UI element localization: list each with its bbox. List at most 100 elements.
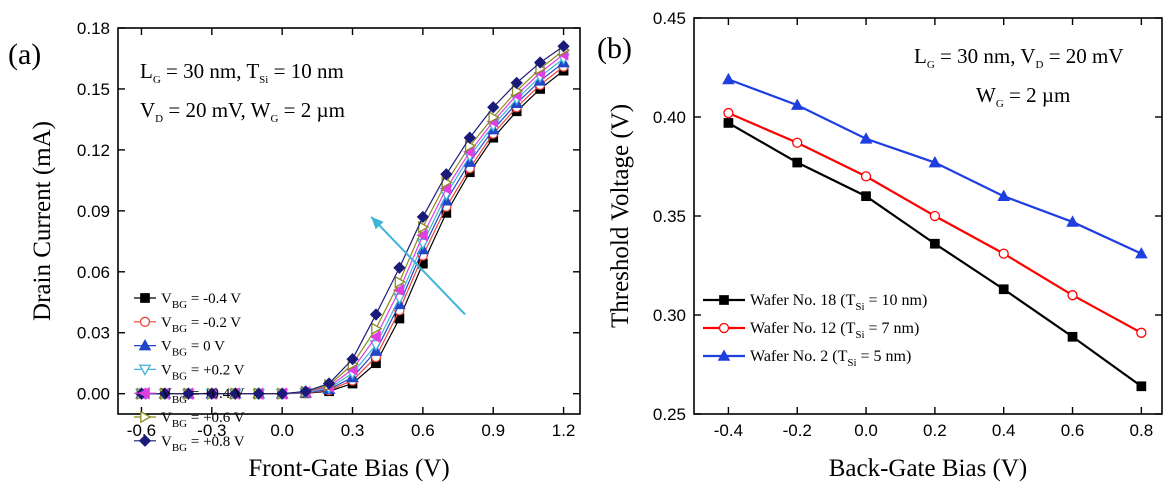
data-point: [998, 284, 1009, 295]
annotation-line-part: = 10 nm: [268, 59, 343, 83]
legend-marker: [140, 293, 150, 303]
x-axis-title: Back-Gate Bias (V): [829, 455, 1028, 482]
legend-label: VBG = 0 V: [161, 339, 225, 359]
data-point: [392, 283, 405, 297]
data-point: [487, 101, 500, 114]
x-tick-label: 0.6: [411, 421, 435, 440]
y-axis-title: Threshold Voltage (V): [607, 104, 634, 328]
x-tick-label: 0.2: [923, 421, 947, 440]
data-point: [534, 56, 547, 69]
series-2: [722, 72, 1148, 259]
series-0: [723, 118, 1147, 392]
legend-label: VBG = +0.8 V: [161, 434, 245, 454]
data-point: [1135, 247, 1148, 259]
data-point: [369, 330, 381, 344]
y-tick-label: 0.06: [77, 263, 110, 282]
annotation-line-part: Si: [259, 74, 268, 86]
legend-marker: [717, 349, 731, 361]
data-point: [790, 98, 804, 110]
series-1: [723, 107, 1147, 338]
data-point: [1136, 381, 1147, 392]
annotation-line-part: V: [140, 98, 155, 122]
legend-label-part: = +0.6 V: [187, 410, 245, 426]
x-tick-label: -0.4: [714, 421, 743, 440]
data-point: [930, 238, 940, 249]
legend-marker: [138, 434, 152, 447]
y-tick-label: 0.12: [77, 141, 110, 160]
x-tick-label: 0.8: [1130, 421, 1154, 440]
data-point: [860, 171, 872, 182]
data-point: [1066, 215, 1079, 227]
y-tick-label: 0.25: [653, 405, 686, 424]
data-point: [252, 387, 265, 400]
data-point: [929, 210, 941, 222]
annotation-line: LG = 30 nm, VD = 20 mV: [914, 44, 1124, 71]
x-tick-label: 0.0: [854, 421, 878, 440]
legend-marker: [138, 364, 152, 376]
legend-label-part: = -0.4 V: [187, 291, 241, 307]
legend-label-part: = +0.2 V: [187, 362, 245, 378]
legend-label-part: Si: [847, 357, 856, 369]
data-point: [792, 137, 803, 148]
y-tick-label: 0.35: [653, 207, 686, 226]
legend-marker: [718, 322, 730, 334]
legend-label: Wafer No. 2 (TSi = 5 nm): [750, 348, 911, 369]
annotation-line-part: = 20 mV: [1043, 44, 1123, 68]
legend-label-part: Si: [855, 329, 864, 341]
plot-frame: [117, 27, 581, 415]
legend-label-part: Wafer No. 12 (T: [750, 320, 856, 337]
data-point: [997, 189, 1011, 202]
data-point: [859, 132, 873, 144]
annotation-line-part: = 30 nm, T: [161, 59, 260, 83]
annotation-line-part: = 30 nm, V: [935, 44, 1036, 68]
data-point: [182, 387, 195, 400]
legend-label-part: BG: [172, 347, 187, 359]
data-point: [416, 210, 429, 224]
data-point: [463, 131, 476, 144]
data-point: [322, 377, 336, 390]
trend-arrow-head: [371, 216, 384, 230]
x-tick-label: -0.3: [197, 421, 226, 440]
legend-label: VBG = +0.4 V: [161, 386, 245, 406]
legend-label-part: Wafer No. 18 (T: [750, 292, 856, 309]
legend-marker: [138, 386, 150, 400]
trend-arrow: [370, 216, 466, 316]
data-point: [416, 228, 428, 242]
legend-label-part: BG: [172, 323, 187, 335]
legend-label-part: V: [161, 291, 172, 307]
data-point: [299, 385, 312, 398]
data-point: [394, 275, 406, 289]
data-point: [1136, 327, 1147, 338]
legend-label-part: = 0 V: [187, 339, 225, 355]
data-point: [369, 340, 383, 352]
legend-label-part: V: [161, 339, 172, 355]
legend-label-part: = 10 nm): [865, 292, 928, 309]
legend-label: Wafer No. 18 (TSi = 10 nm): [750, 292, 927, 313]
y-tick-label: 0.40: [653, 108, 686, 127]
annotation-line-part: G: [270, 113, 278, 125]
annotation-line: LG = 30 nm, TSi = 10 nm: [140, 59, 344, 86]
y-axis-title: Drain Current (mA): [29, 121, 56, 321]
legend-label-part: = +0.8 V: [187, 434, 245, 450]
legend-label-part: BG: [172, 394, 187, 406]
legend: Wafer No. 18 (TSi = 10 nm)Wafer No. 12 (…: [703, 292, 927, 369]
legend-label-part: BG: [172, 370, 187, 382]
legend-label-part: = 7 nm): [865, 320, 920, 337]
legend-label-part: BG: [172, 418, 187, 430]
panel-a: -0.6 -0.3 0.0 0.3 0.6 0.9 1.2 0.00 0.03 0.06 0.09 0…: [8, 19, 581, 482]
x-tick-label: 0.4: [992, 421, 1016, 440]
legend-marker: [719, 295, 729, 305]
x-tick-label: 0.6: [1061, 421, 1085, 440]
legend-label: VBG = -0.2 V: [161, 315, 241, 335]
x-tick-label: -0.6: [127, 421, 156, 440]
y-tick-label: 0.45: [653, 9, 686, 28]
data-point: [1067, 290, 1078, 301]
data-point: [723, 107, 734, 119]
annotation-line-part: D: [1036, 59, 1044, 71]
legend-label: Wafer No. 12 (TSi = 7 nm): [750, 320, 919, 341]
x-tick-label: -0.2: [783, 421, 812, 440]
data-point: [346, 353, 359, 366]
data-point: [276, 387, 289, 400]
annotation-line: VD = 20 mV, WG = 2 µm: [140, 98, 345, 125]
